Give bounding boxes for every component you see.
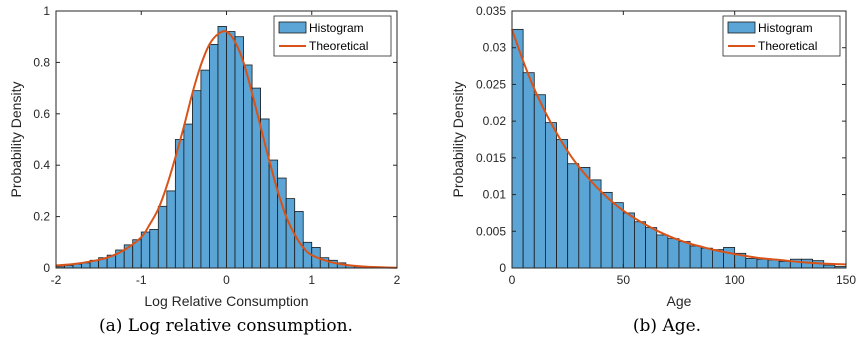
y-tick-label: 0.005 [476,224,506,238]
x-tick-label: 50 [617,273,631,287]
histogram-bar [166,190,176,269]
x-tick-label: -1 [136,273,147,287]
y-tick-label: 0.01 [483,188,507,202]
histogram-bar [234,36,244,269]
histogram-bar [756,258,769,269]
legend-box [273,15,392,57]
legend-label-histogram: Histogram [309,21,364,35]
histogram-bar [678,241,691,269]
histogram-bar [243,64,253,269]
histogram-bar [226,31,236,269]
histogram-bar [745,258,758,269]
histogram-bar [200,69,210,269]
figure-caption: (b) Age. [633,316,701,336]
histogram-bar [634,221,647,269]
legend-swatch-histogram [278,21,307,34]
theoretical-curve [55,30,398,269]
histogram-bar [294,211,304,269]
y-tick-label: 0 [43,261,50,275]
x-tick-label: 150 [836,273,856,287]
legend-label-theoretical: Theoretical [309,39,368,53]
histogram-bar [645,227,658,269]
legend-label-histogram: Histogram [758,21,813,35]
y-tick-label: 0.025 [476,77,506,91]
legend-swatch-histogram [727,21,756,34]
y-axis-label: Probability Density [450,82,466,198]
y-tick-label: 0.035 [476,4,506,18]
x-tick-label: 2 [394,273,401,287]
histogram-bar [567,163,580,269]
y-tick-label: 0.6 [33,107,50,121]
y-tick-label: 0.015 [476,151,506,165]
histogram-bar [277,177,287,269]
histogram-bar [183,123,193,269]
y-tick-label: 0.03 [483,41,507,55]
histogram-bar [522,72,535,269]
histogram-bar [140,231,151,269]
histogram-bar [191,90,202,269]
histogram-bar [589,179,602,269]
y-tick-label: 0.02 [483,114,507,128]
x-tick-label: 100 [725,273,745,287]
x-axis-label: Log Relative Consumption [144,293,308,309]
histogram-bar [511,28,524,269]
y-tick-label: 1 [43,4,50,18]
histogram-bar [174,139,185,269]
histogram-bar [600,191,613,269]
histogram-bar [611,202,624,269]
y-tick-label: 0 [499,261,506,275]
axes-box [511,10,847,269]
chart-age: 0 50 100 150 0 0.005 0.01 0.015 0.02 0.025 0.03 0.0… [450,4,856,336]
legend: Histogram Theoretical [722,15,841,57]
histogram-bar [556,139,569,269]
histogram-bar [217,26,227,269]
histogram-bar [545,122,557,269]
histogram-bar [767,259,780,269]
histogram-bar [689,245,702,269]
histogram-bar [149,229,159,269]
histogram-bar [578,167,591,269]
histogram-bar [667,238,680,269]
histogram-bar [157,205,168,269]
y-tick-label: 0.4 [33,158,50,172]
y-tick-label: 0.2 [33,210,50,224]
legend: Histogram Theoretical [273,15,392,57]
figure-caption: (a) Log relative consumption. [99,316,353,336]
histogram-bar [700,247,713,269]
histogram-bar [251,87,261,269]
histogram-bar [723,247,736,269]
x-axis-label: Age [667,293,692,309]
y-axis-label: Probability Density [8,82,24,198]
theoretical-curve [511,29,847,266]
x-tick-label: 1 [308,273,315,287]
histogram-bar [778,260,791,269]
histogram-bar [209,44,219,269]
x-tick-label: -2 [51,273,62,287]
histogram-bar [533,94,546,269]
histogram-bar [622,212,635,269]
legend-label-theoretical: Theoretical [758,39,817,53]
histogram-bar [656,234,669,269]
x-tick-label: 0 [509,273,516,287]
x-tick-label: 0 [223,273,230,287]
y-tick-label: 0.8 [33,55,50,69]
